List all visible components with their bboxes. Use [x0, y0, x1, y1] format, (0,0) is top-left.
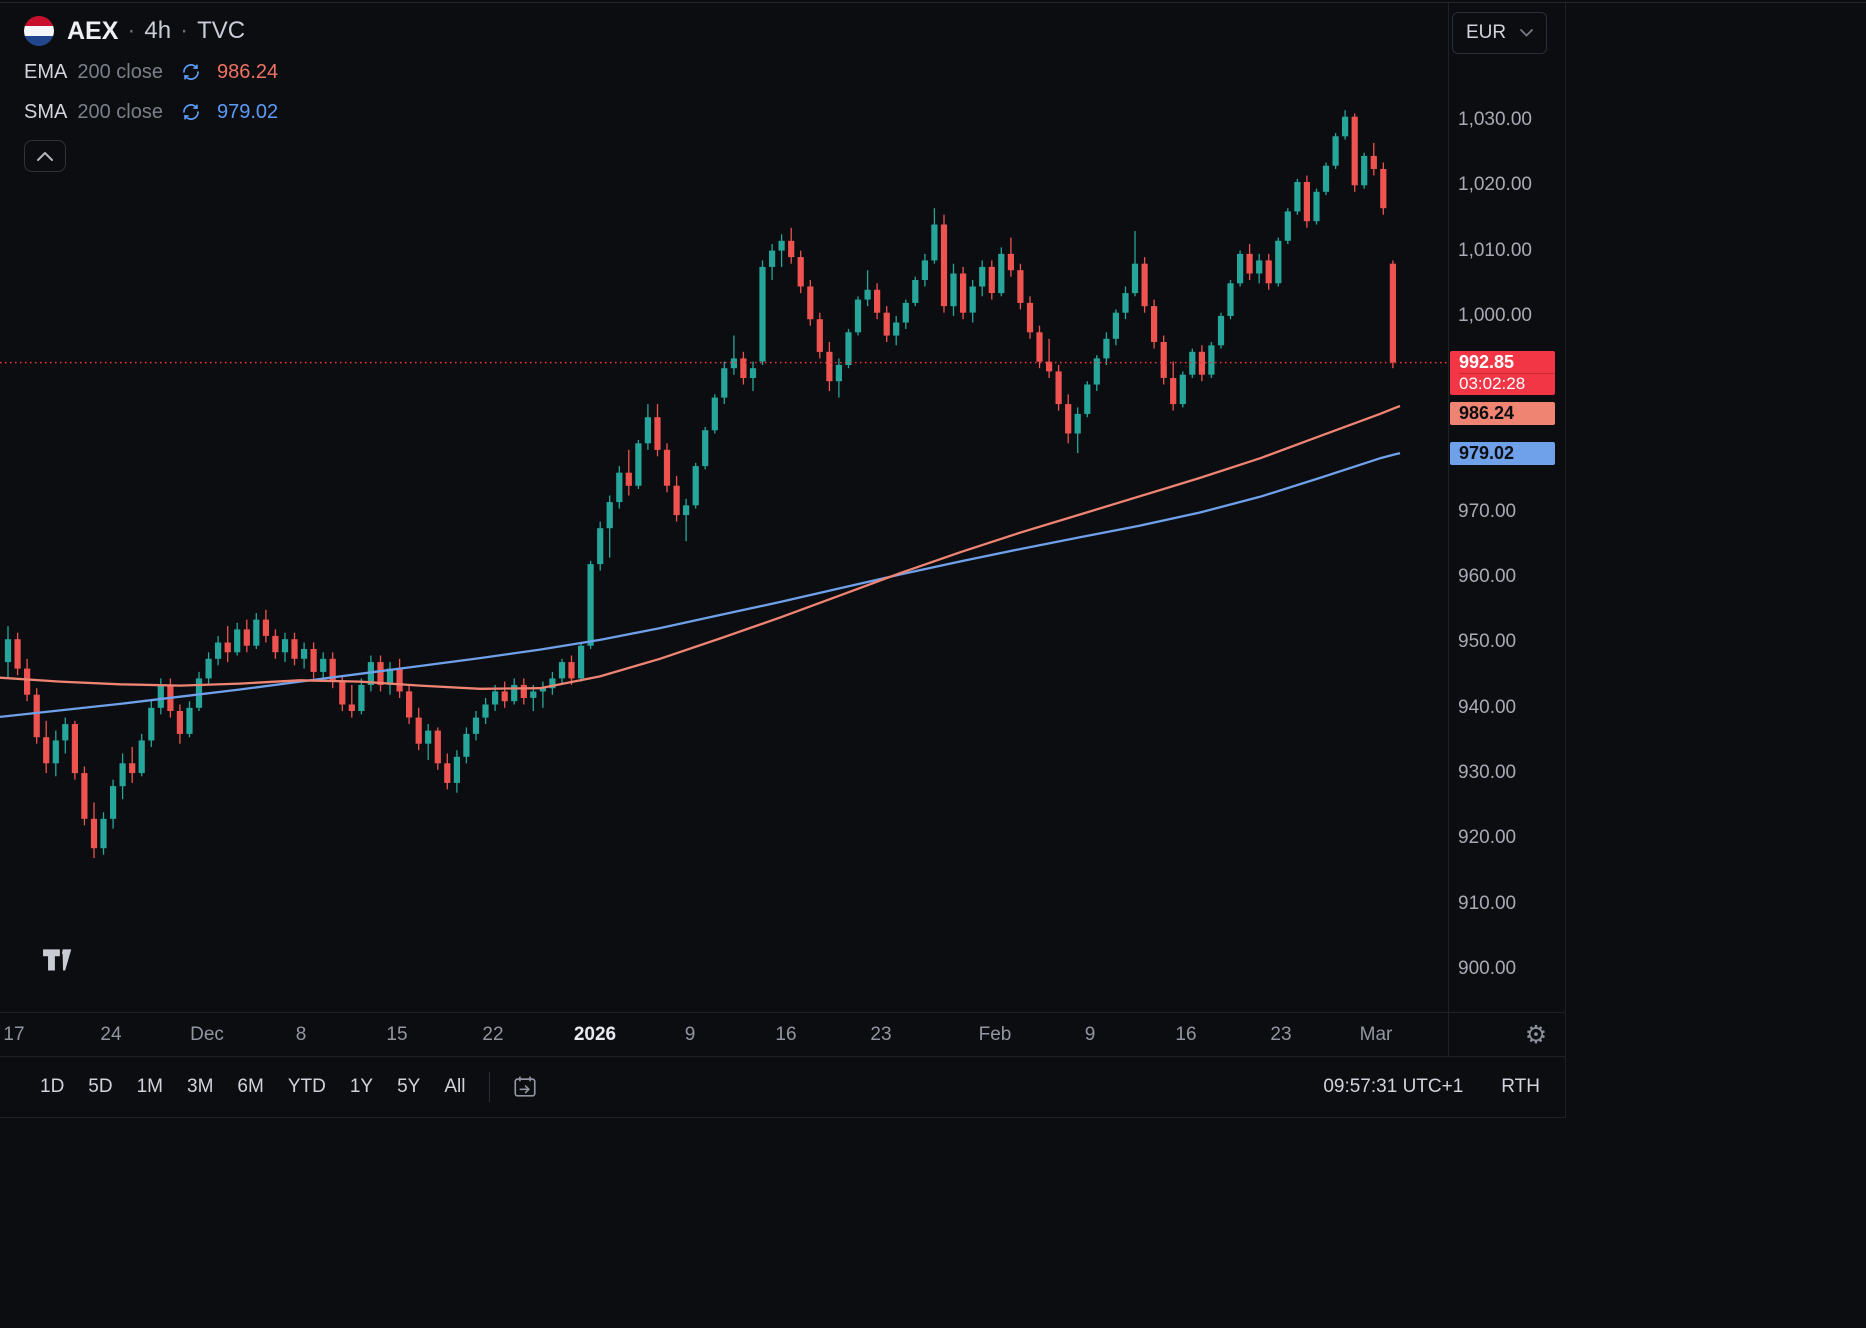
calendar-icon: [514, 1076, 537, 1097]
time-tick-label: 16: [775, 1023, 797, 1045]
time-tick-label: 9: [684, 1023, 696, 1045]
range-button-1d[interactable]: 1D: [40, 1076, 65, 1097]
toolbar-separator: [489, 1072, 491, 1102]
range-button-1y[interactable]: 1Y: [349, 1076, 374, 1097]
range-button-ytd[interactable]: YTD: [287, 1076, 326, 1097]
price-tick-label: 950.00: [1458, 631, 1517, 653]
time-tick-label: 15: [386, 1023, 408, 1045]
price-tick-label: 1,030.00: [1458, 109, 1532, 130]
bottom-border: [0, 1117, 1566, 1118]
time-tick-label: 22: [482, 1023, 504, 1045]
range-button-3m[interactable]: 3M: [187, 1076, 214, 1097]
time-tick-label: 2026: [573, 1023, 617, 1045]
chevron-up-icon: [37, 151, 53, 161]
price-scale-divider: [1448, 3, 1449, 1056]
price-tick-label: 960.00: [1458, 566, 1517, 588]
indicator-row-sma[interactable]: SMA 200 close 979.02: [24, 92, 278, 132]
range-button-5d[interactable]: 5D: [88, 1076, 113, 1097]
sma-name: SMA: [24, 100, 68, 123]
tradingview-logo-icon: [43, 949, 72, 971]
interval-label[interactable]: 4h: [144, 17, 172, 44]
toolbar-divider: [0, 1056, 1566, 1057]
indicator-row-ema[interactable]: EMA 200 close 986.24: [24, 52, 278, 92]
price-tick-label: 930.00: [1458, 762, 1517, 784]
tradingview-chart-widget: AEX · 4h · TVC EMA 200 close 986.24 SMA: [0, 0, 1566, 1118]
go-to-date-button[interactable]: [512, 1074, 538, 1100]
top-border: [0, 2, 1866, 3]
chart-canvas[interactable]: [0, 0, 1448, 1012]
time-tick-label: 23: [870, 1023, 892, 1045]
scale-settings-corner[interactable]: ⚙︎: [1516, 1013, 1556, 1056]
ema-params: 200 close: [77, 60, 163, 83]
right-border: [1565, 3, 1566, 1117]
sma-params: 200 close: [77, 100, 163, 123]
price-tick-label: 1,010.00: [1458, 239, 1532, 261]
time-tick-label: 24: [100, 1023, 122, 1045]
title-separator: ·: [180, 17, 189, 44]
ema-price-badge: 986.24: [1450, 401, 1555, 425]
sma-price-badge: 979.02: [1450, 441, 1555, 465]
symbol-name[interactable]: AEX: [67, 16, 119, 45]
price-scale[interactable]: 992.85 03:02:28 986.24 979.02 1,030.00 1,…: [1449, 0, 1566, 1012]
time-tick-label: Mar: [1359, 1023, 1393, 1045]
exchange-label[interactable]: TVC: [197, 17, 246, 44]
netherlands-flag-icon: [24, 16, 54, 46]
price-tick-label: 970.00: [1458, 500, 1517, 522]
time-tick-label: 8: [295, 1023, 307, 1045]
range-button-5y[interactable]: 5Y: [397, 1076, 421, 1097]
bottom-toolbar: 1D 5D 1M 3M 6M YTD 1Y 5Y All 09:57:31 UTC+1 RTH: [0, 1057, 1566, 1117]
last-price-badge: 992.85 03:02:28: [1450, 350, 1555, 395]
time-tick-label: 17: [3, 1023, 25, 1045]
sync-icon[interactable]: [181, 102, 201, 122]
time-tick-label: Dec: [190, 1023, 224, 1045]
price-tick-label: 1,000.00: [1458, 304, 1532, 326]
chevron-down-icon: [1520, 29, 1534, 37]
time-tick-label: 23: [1270, 1023, 1292, 1045]
range-button-1m[interactable]: 1M: [136, 1076, 163, 1097]
sma-value: 979.02: [216, 100, 279, 123]
price-tick-label: 900.00: [1458, 958, 1517, 979]
date-range-buttons: 1D 5D 1M 3M 6M YTD 1Y 5Y All: [40, 1076, 465, 1098]
currency-label: EUR: [1466, 22, 1507, 43]
range-button-all[interactable]: All: [444, 1076, 466, 1097]
time-axis[interactable]: 17 24 Dec 8 15 22 2026 9 16 23 Feb 9 16 23 Mar: [0, 1013, 1448, 1056]
price-tick-label: 940.00: [1458, 696, 1517, 718]
gear-icon[interactable]: ⚙︎: [1524, 1020, 1548, 1049]
title-separator: ·: [127, 17, 136, 44]
last-price-value: 992.85: [1459, 351, 1515, 372]
ema-value: 986.24: [216, 60, 279, 83]
price-tick-label: 910.00: [1458, 892, 1517, 914]
collapse-legend-button[interactable]: [24, 140, 66, 172]
ema-name: EMA: [24, 60, 68, 83]
time-tick-label: 9: [1084, 1023, 1096, 1045]
time-tick-label: Feb: [978, 1023, 1012, 1045]
currency-selector[interactable]: EUR: [1452, 12, 1548, 54]
price-tick-label: 1,020.00: [1458, 174, 1532, 196]
clock[interactable]: 09:57:31 UTC+1: [1323, 1076, 1464, 1097]
tradingview-logo[interactable]: [42, 948, 82, 979]
time-axis-divider: [0, 1012, 1566, 1013]
symbol-title-row: AEX · 4h · TVC: [24, 10, 278, 52]
sync-icon[interactable]: [181, 62, 201, 82]
price-tick-label: 920.00: [1458, 827, 1517, 849]
bar-countdown: 03:02:28: [1459, 372, 1555, 394]
chart-legend: AEX · 4h · TVC EMA 200 close 986.24 SMA: [24, 10, 278, 172]
range-button-6m[interactable]: 6M: [237, 1076, 264, 1097]
time-tick-label: 16: [1175, 1023, 1197, 1045]
session-rth[interactable]: RTH: [1501, 1076, 1540, 1097]
